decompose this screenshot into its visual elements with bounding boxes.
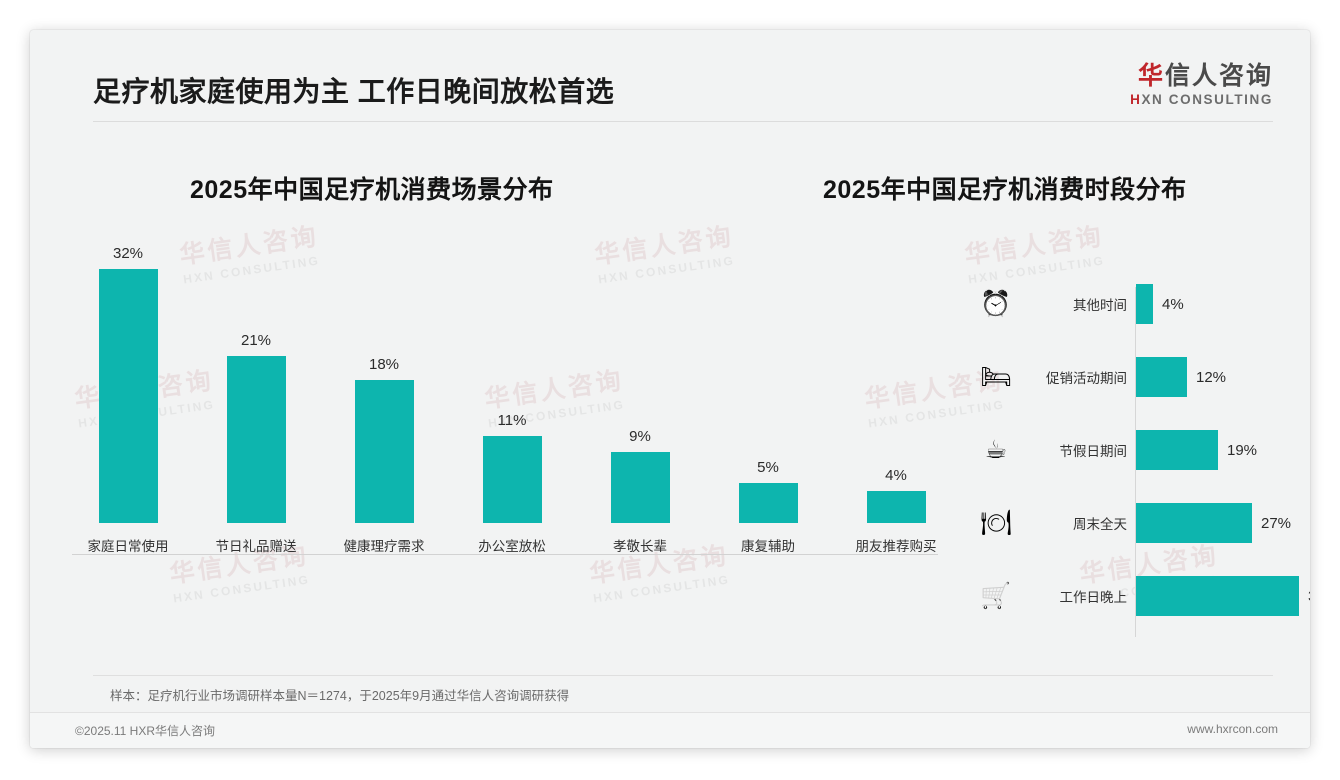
bar-value-label: 5% [757, 459, 779, 476]
logo-english-red: H [1130, 92, 1142, 107]
vertical-bar[interactable] [738, 483, 798, 523]
page-title: 足疗机家庭使用为主 工作日晚间放松首选 [93, 76, 615, 107]
footer-divider [30, 712, 1310, 713]
vertical-bar[interactable] [354, 380, 414, 523]
vertical-bar-wrap: 21% [200, 243, 312, 523]
bar-category-label: 工作日晚上 [1059, 590, 1128, 605]
horizontal-bar-row: 🍽 周末全天 27% [955, 494, 1310, 552]
logo-english-rest: XN CONSULTING [1141, 92, 1273, 107]
vertical-bar-wrap: 4% [840, 243, 952, 523]
footer-copyright: ©2025.11 HXR华信人咨询 [75, 724, 215, 738]
vertical-bar-group: 18% 健康理疗需求 [328, 243, 440, 555]
shopping-cart-icon: 🛒 [980, 581, 1012, 610]
logo-english: HXN CONSULTING [1130, 92, 1273, 107]
vertical-bar-group: 4% 朋友推荐购买 [840, 243, 952, 555]
coffee-cup-icon: ☕ [984, 435, 1008, 464]
bar-value-label: 11% [497, 412, 527, 429]
bar-value-label: 32% [112, 245, 144, 262]
footer-website: www.hxrcon.com [1187, 722, 1278, 736]
bed-icon: 🛏 [980, 362, 1012, 391]
bar-value-label: 12% [1196, 368, 1227, 386]
bar-category-label: 促销活动期间 [1046, 371, 1127, 386]
watermark-cn: 华信人咨询 [962, 222, 1106, 270]
chart-baseline [72, 554, 938, 555]
bar-category-label: 周末全天 [1073, 517, 1127, 532]
bar-value-label: 4% [885, 467, 907, 484]
bar-category-label: 孝敬长辈 [613, 539, 667, 554]
bar-category-label: 节日礼品赠送 [215, 539, 297, 554]
bar-value-label: 19% [1227, 441, 1258, 459]
vertical-bar[interactable] [482, 436, 542, 523]
bar-category-label: 其他时间 [1073, 298, 1127, 313]
bar-value-label: 38% [1308, 588, 1310, 605]
footer-bar: ©2025.11 HXR华信人咨询 www.hxrcon.com [30, 713, 1310, 748]
logo-chinese-red: 华 [1137, 62, 1165, 90]
horizontal-bar[interactable] [1136, 503, 1252, 543]
company-logo: 华信人咨询 HXN CONSULTING [1130, 62, 1273, 107]
footnote-divider [93, 675, 1273, 676]
chart-axis-line [1135, 287, 1136, 637]
plate-cutlery-icon: 🍽 [980, 508, 1012, 537]
vertical-bar-wrap: 5% [712, 243, 824, 523]
vertical-bar[interactable] [98, 269, 158, 523]
vertical-bar-group: 11% 办公室放松 [456, 243, 568, 555]
sample-footnote: 样本：足疗机行业市场调研样本量N＝1274，于2025年9月通过华信人咨询调研获… [110, 689, 570, 703]
slide-card: 华信人咨询 HXN CONSULTING 华信人咨询 HXN CONSULTIN… [30, 30, 1310, 748]
bar-category-label: 办公室放松 [478, 539, 546, 554]
horizontal-bar[interactable] [1136, 357, 1187, 397]
vertical-bar[interactable] [610, 452, 670, 523]
horizontal-bar-row: ☕ 节假日期间 19% [955, 421, 1310, 479]
vertical-bar-wrap: 9% [584, 243, 696, 523]
horizontal-bar[interactable] [1136, 576, 1299, 616]
scenario-bar-chart: 32% 家庭日常使用 21% 节日礼品赠送 18% 健康理疗需求 11% 办公室放松 9% 孝敬长… [48, 245, 948, 600]
bar-category-label: 朋友推荐购买 [855, 539, 937, 554]
header-divider [93, 121, 1273, 122]
horizontal-bar-row: 🛏 促销活动期间 12% [955, 348, 1310, 406]
bar-value-label: 9% [629, 428, 651, 445]
vertical-bar-group: 21% 节日礼品赠送 [200, 243, 312, 555]
bar-value-label: 27% [1261, 514, 1292, 532]
right-chart-title: 2025年中国足疗机消费时段分布 [823, 176, 1187, 204]
vertical-bar-group: 9% 孝敬长辈 [584, 243, 696, 555]
bar-category-label: 节假日期间 [1059, 444, 1128, 459]
logo-chinese: 华信人咨询 [1130, 62, 1273, 90]
bar-value-label: 4% [1162, 295, 1184, 313]
vertical-bar-group: 32% 家庭日常使用 [72, 243, 184, 555]
bar-category-label: 健康理疗需求 [343, 539, 425, 554]
bar-value-label: 21% [240, 332, 272, 349]
horizontal-bar-row: 🛒 工作日晚上 38% [955, 567, 1310, 625]
horizontal-bar-row: ⏰ 其他时间 4% [955, 275, 1310, 333]
vertical-bar-wrap: 18% [328, 243, 440, 523]
bar-category-label: 家庭日常使用 [87, 539, 169, 554]
vertical-bar-group: 5% 康复辅助 [712, 243, 824, 555]
vertical-bar[interactable] [226, 356, 286, 523]
vertical-bar[interactable] [866, 491, 926, 523]
bar-category-label: 康复辅助 [741, 539, 795, 554]
left-chart-title: 2025年中国足疗机消费场景分布 [190, 176, 554, 204]
logo-chinese-rest: 信人咨询 [1164, 62, 1273, 90]
horizontal-bar[interactable] [1136, 430, 1218, 470]
horizontal-bar[interactable] [1136, 284, 1153, 324]
timeslot-bar-chart: ⏰ 其他时间 4% 🛏 促销活动期间 12% ☕ 节假日期间 19% 🍽 周末全天 27% 🛒 工作日晚上… [955, 275, 1310, 645]
bar-value-label: 18% [368, 356, 400, 373]
alarm-clock-icon: ⏰ [980, 289, 1012, 318]
vertical-bar-wrap: 11% [456, 243, 568, 523]
vertical-bar-wrap: 32% [72, 243, 184, 523]
